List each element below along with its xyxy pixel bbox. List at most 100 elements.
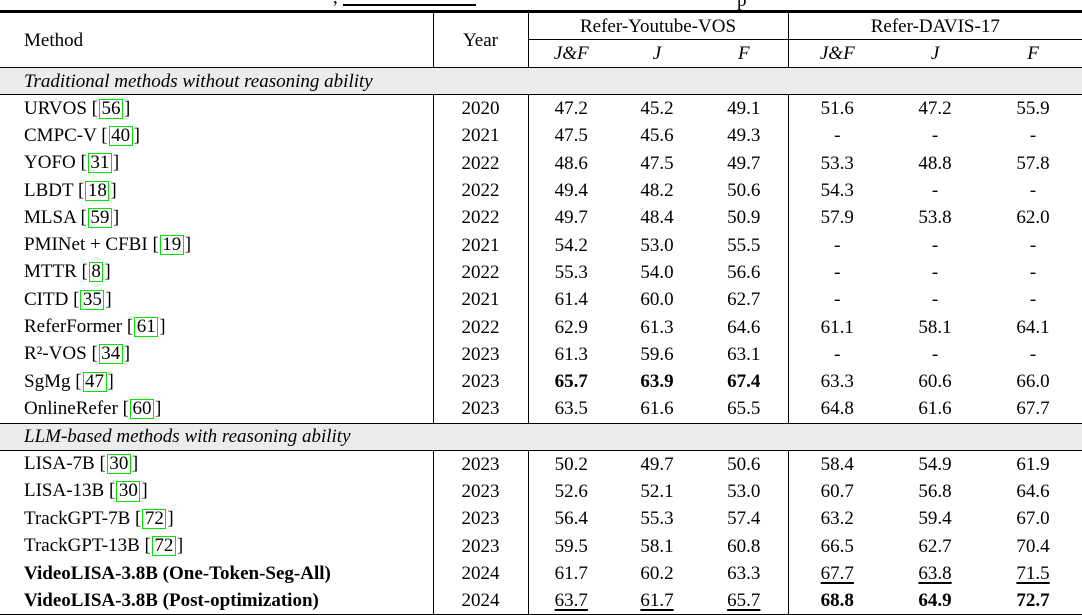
citation-link[interactable]: 59 (87, 208, 112, 228)
cell-value: - (787, 122, 887, 150)
cell-value: 64.6 (727, 316, 761, 338)
header-year: Year (432, 11, 528, 68)
section-band-row: LLM-based methods with reasoning ability (0, 422, 1082, 451)
cell-value: 65.7 (527, 367, 614, 396)
method-name: LISA-7B (24, 453, 95, 475)
citation-link[interactable]: 47 (82, 372, 107, 392)
caption-fragment-strip: , p (0, 0, 1082, 10)
cell-value: - (931, 180, 939, 202)
header-group-refer-youtube-vos: Refer-Youtube-VOS (527, 11, 789, 40)
cell-value: - (1029, 261, 1037, 283)
cell-value: 70.4 (1016, 535, 1050, 557)
cell-value: 56.4 (527, 505, 614, 533)
cell-value: 58.1 (918, 316, 952, 338)
cell-year: 2023 (432, 505, 528, 533)
cell-value: 64.1 (1016, 316, 1050, 338)
cell-value: 65.7 (727, 590, 761, 612)
citation-link[interactable]: 19 (159, 235, 184, 256)
cell-method: ReferFormer [61] (0, 313, 433, 340)
cell-year: 2021 (432, 286, 528, 314)
table-row: PMINet + CFBI [19] 2021 54.2 53.0 55.5- - - (0, 231, 1082, 259)
cell-method: VideoLISA-3.8B (One-Token-Seg-All) (0, 560, 433, 587)
citation-link[interactable]: 30 (106, 454, 131, 475)
cell-year: 2023 (432, 395, 528, 424)
cell-value: 50.9 (727, 207, 761, 229)
cell-value: 55.3 (527, 258, 614, 287)
citation-link[interactable]: 30 (116, 481, 141, 502)
cell-value: - (1029, 234, 1037, 256)
cell-value: 51.6 (787, 94, 887, 123)
cell-value: 68.8 (787, 587, 887, 615)
citation-link[interactable]: 35 (80, 290, 105, 310)
cell-value: 55.3 (640, 508, 674, 530)
cell-value: 63.5 (527, 395, 614, 424)
cell-value: 67.0 (1016, 508, 1050, 530)
cell-value: 48.4 (640, 207, 674, 229)
citation-link[interactable]: 8 (88, 262, 104, 283)
cell-value: 49.7 (727, 152, 761, 174)
cell-value: - (1029, 289, 1037, 311)
cell-value: 47.2 (918, 98, 952, 120)
citation-link[interactable]: 34 (98, 344, 123, 365)
cell-method: PMINet + CFBI [19] (0, 231, 433, 258)
citation-link[interactable]: 18 (85, 180, 110, 201)
cell-value: 66.0 (1016, 371, 1050, 393)
citation-link[interactable]: 60 (129, 399, 154, 419)
citation: [59] (75, 206, 120, 228)
cell-value: 61.3 (527, 340, 614, 368)
cell-year: 2022 (432, 313, 528, 341)
table-row: YOFO [31] 2022 48.6 47.5 49.7 53.3 48.8 57.8 (0, 149, 1082, 177)
cell-value: - (931, 343, 939, 365)
cell-method: LISA-7B [30] (0, 450, 433, 478)
citation-link[interactable]: 56 (98, 99, 123, 119)
cell-value: 66.5 (787, 532, 887, 560)
citation-link[interactable]: 61 (134, 317, 159, 338)
table-row: LISA-7B [30] 2023 50.2 49.7 50.6 58.4 54.9 61.9 (0, 450, 1082, 478)
cell-value: - (1029, 343, 1037, 365)
table-row: CMPC-V [40] 2021 47.5 45.6 49.3- - - (0, 122, 1082, 150)
table-row: LBDT [18] 2022 49.4 48.2 50.6 54.3- - (0, 176, 1082, 205)
cell-value: 57.8 (1016, 152, 1050, 174)
cell-method: R²-VOS [34] (0, 341, 433, 368)
cell-value: 62.9 (527, 313, 614, 341)
method-name: LBDT (24, 179, 74, 201)
cell-method: CITD [35] (0, 286, 433, 313)
citation-link[interactable]: 40 (108, 126, 133, 146)
table-row: TrackGPT-13B [72] 2023 59.5 58.1 60.8 66.5 62.… (0, 532, 1082, 560)
caption-letter-fragment: p (737, 0, 747, 10)
cell-value: 52.6 (527, 477, 614, 506)
cell-value: 61.7 (640, 590, 674, 612)
header-metric-j: J (614, 39, 700, 68)
citation-link[interactable]: 72 (142, 509, 167, 529)
method-name: SgMg (24, 370, 71, 392)
section-label: LLM-based methods with reasoning ability (0, 422, 1082, 451)
cell-year: 2020 (432, 94, 528, 123)
cell-method: OnlineRefer [60] (0, 395, 433, 423)
method-name: LISA-13B (24, 480, 105, 502)
cell-value: 49.7 (640, 453, 674, 475)
citation-link[interactable]: 31 (87, 153, 112, 174)
method-name: URVOS (24, 97, 87, 119)
caption-comma-fragment: , (333, 0, 338, 9)
cell-year: 2021 (432, 231, 528, 259)
cell-value: 56.8 (918, 481, 952, 502)
cell-value: 61.3 (640, 316, 674, 338)
cell-value: 52.1 (640, 481, 674, 502)
citation-link[interactable]: 72 (151, 536, 176, 557)
cell-value: - (787, 340, 887, 368)
cell-method: MTTR [8] (0, 259, 433, 286)
cell-value: 60.2 (640, 562, 674, 584)
cell-value: 45.6 (640, 125, 674, 147)
cell-value: 54.9 (918, 453, 952, 475)
cell-value: 60.7 (787, 477, 887, 506)
cell-value: 64.9 (918, 590, 952, 612)
method-name: TrackGPT-13B (24, 535, 140, 557)
cell-value: 60.8 (727, 535, 761, 557)
cell-value: - (931, 234, 939, 256)
results-table: Method Year Refer-Youtube-VOS Refer-DAVI… (0, 10, 1082, 615)
citation: [47] (70, 370, 114, 392)
citation: [8] (76, 261, 111, 283)
method-name: CMPC-V (24, 124, 97, 146)
citation: [60] (117, 397, 162, 419)
method-name: PMINet + CFBI (24, 234, 148, 256)
